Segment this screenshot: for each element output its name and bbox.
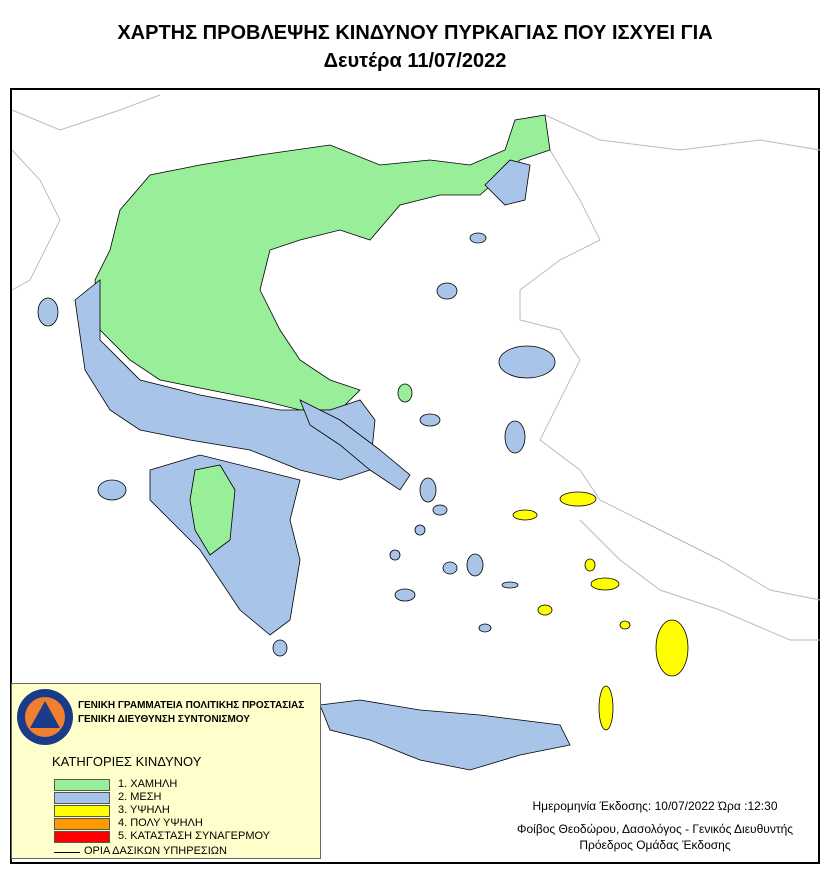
legend-swatch-alert (54, 831, 110, 843)
neighbor-borders (11, 94, 821, 641)
legend-label-high: 3. ΥΨΗΛΗ (118, 804, 170, 816)
island-limnos (436, 282, 458, 300)
region-north-green (94, 114, 551, 411)
island-santorini (478, 623, 492, 633)
island-syros (414, 524, 426, 536)
org-name: ΓΕΝΙΚΗ ΓΡΑΜΜΑΤΕΙΑ ΠΟΛΙΤΙΚΗΣ ΠΡΟΣΤΑΣΙΑΣ (78, 700, 305, 711)
author: Φοίβος Θεοδώρου, Δασολόγος - Γενικός Διε… (516, 822, 794, 836)
civil-protection-logo (17, 689, 73, 745)
island-lesvos (498, 345, 556, 379)
island-milos (394, 588, 416, 602)
island-kos (590, 577, 620, 591)
legend-line-key (54, 852, 80, 853)
region-peloponnese-green (189, 464, 236, 556)
island-naxos (466, 553, 484, 577)
island-kythira (272, 639, 288, 657)
author-role: Πρόεδρος Ομάδας Έκδοσης (579, 838, 731, 852)
island-rhodes (655, 619, 689, 677)
island-skyros (419, 413, 441, 427)
island-kefalonia (97, 479, 127, 501)
legend-swatch-high (54, 805, 110, 817)
issue-date: Ημερομηνία Έκδοσης: 10/07/2022 Ώρα :12:3… (532, 799, 778, 813)
island-corfu (37, 297, 59, 327)
island-leros (584, 558, 596, 572)
legend-box: ΓΕΝΙΚΗ ΓΡΑΜΜΑΤΕΙΑ ΠΟΛΙΤΙΚΗΣ ΠΡΟΣΤΑΣΙΑΣ Γ… (11, 683, 321, 859)
legend-border-label: ΟΡΙΑ ΔΑΣΙΚΩΝ ΥΠΗΡΕΣΙΩΝ (84, 845, 227, 857)
region-evia-blue (299, 399, 411, 491)
island-chios (504, 420, 526, 454)
map-frame (10, 88, 820, 864)
legend-label-medium: 2. ΜΕΣΗ (118, 791, 162, 803)
legend-label-very-high: 4. ΠΟΛΥ ΥΨΗΛΗ (118, 817, 203, 829)
region-crete-blue (319, 699, 571, 771)
island-samothraki (469, 232, 487, 244)
map-date: Δευτέρα 11/07/2022 (323, 50, 507, 72)
island-ikaria (512, 509, 538, 521)
legend-label-low: 1. ΧΑΜΗΛΗ (118, 778, 178, 790)
island-agios-efstratios (397, 383, 413, 403)
map-title: ΧΑΡΤΗΣ ΠΡΟΒΛΕΨΗΣ ΚΙΝΔΥΝΟΥ ΠΥΡΚΑΓΙΑΣ ΠΟΥ … (117, 22, 713, 44)
island-samos (559, 491, 597, 507)
org-department: ΓΕΝΙΚΗ ΔΙΕΥΘΥΝΣΗ ΣΥΝΤΟΝΙΣΜΟΥ (78, 714, 250, 725)
island-amorgos (501, 581, 519, 589)
legend-swatch-low (54, 779, 110, 791)
island-astypalaia (537, 604, 553, 616)
island-karpathos (598, 685, 614, 731)
island-tinos (432, 504, 448, 516)
island-tilos (619, 620, 631, 630)
legend-label-alert: 5. ΚΑΤΑΣΤΑΣΗ ΣΥΝΑΓΕΡΜΟΥ (118, 830, 271, 842)
island-andros (419, 477, 437, 503)
legend-heading: ΚΑΤΗΓΟΡΙΕΣ ΚΙΝΔΥΝΟΥ (52, 754, 202, 769)
region-evros-blue (484, 159, 531, 206)
island-paros (442, 561, 458, 575)
legend-swatch-very-high (54, 818, 110, 830)
legend-swatch-medium (54, 792, 110, 804)
island-serifos (389, 549, 401, 561)
region-peloponnese-blue (149, 454, 301, 636)
